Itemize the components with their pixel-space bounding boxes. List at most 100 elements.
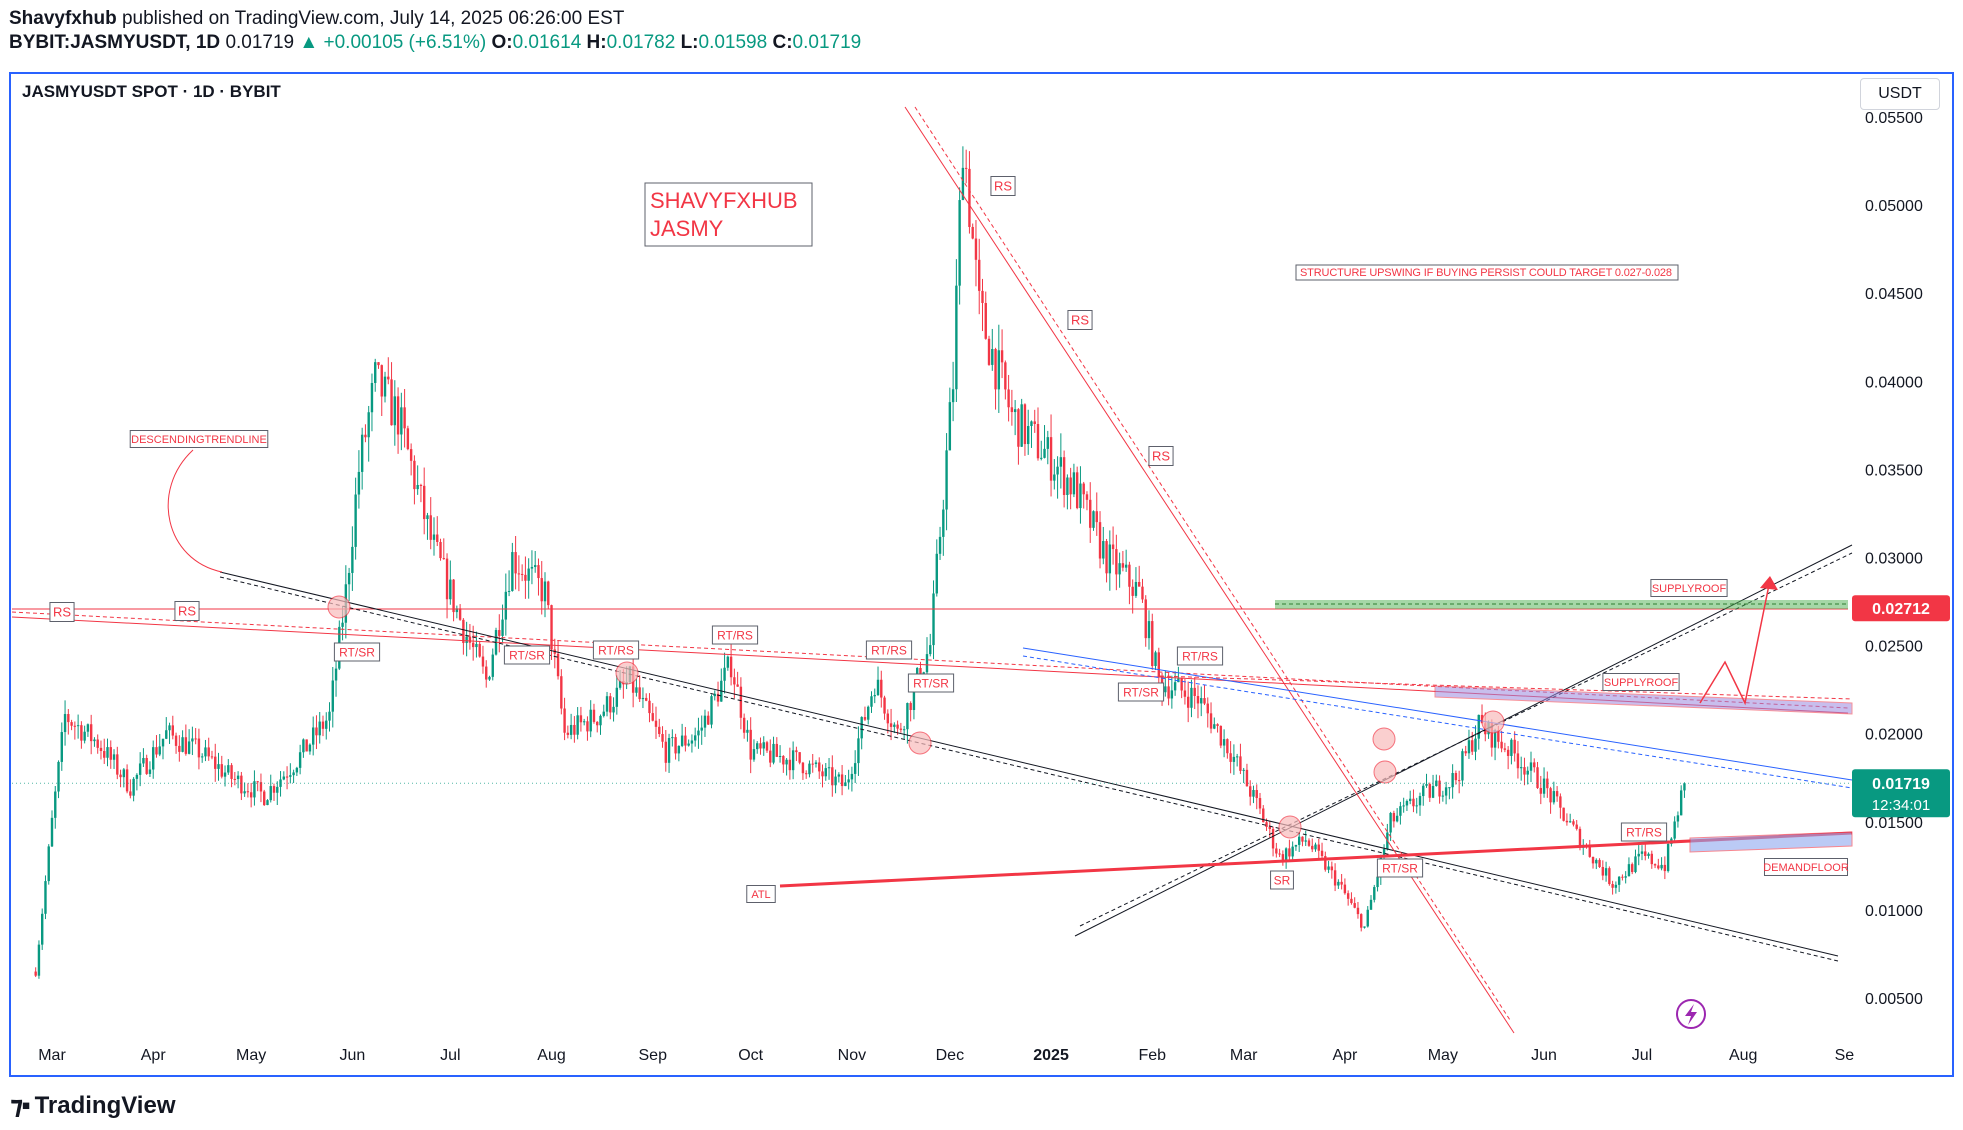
candle-body — [827, 767, 831, 769]
candle-body — [1115, 549, 1118, 575]
candle-body — [1007, 389, 1010, 408]
candle-body — [873, 695, 876, 697]
candle-body — [282, 776, 286, 780]
candle-body — [1206, 703, 1209, 714]
candle-body — [1144, 599, 1147, 639]
candle-body — [240, 775, 243, 794]
candle-body — [899, 728, 903, 730]
candle-body — [272, 786, 276, 793]
blue-trendline-dashed — [1022, 655, 1853, 789]
candle-body — [1415, 805, 1418, 807]
watermark-box — [644, 182, 813, 247]
candle-body — [1611, 884, 1614, 888]
currency-button[interactable]: USDT — [1860, 78, 1940, 110]
candle-body — [1497, 730, 1500, 742]
candle-body — [380, 365, 383, 397]
candle-body — [1343, 884, 1347, 894]
candle-body — [834, 776, 837, 786]
candle-body — [1200, 698, 1203, 704]
candle-body — [906, 703, 909, 730]
candle-body — [70, 722, 73, 726]
candle-body — [556, 653, 560, 677]
candle-body — [775, 743, 779, 757]
candle-body — [618, 680, 622, 688]
candle-body — [804, 773, 808, 775]
y-tick-label: 0.03000 — [1865, 551, 1923, 568]
rs-label-box — [990, 176, 1016, 196]
candle-body — [214, 756, 217, 769]
candle-body — [125, 769, 129, 792]
candle-body — [1405, 801, 1409, 806]
rs-label-box — [1148, 446, 1174, 466]
level-price-label-box — [1852, 595, 1950, 622]
structure-note-box — [1295, 264, 1679, 281]
candle-body — [1448, 787, 1451, 789]
candle-body — [374, 362, 377, 383]
candle-body — [311, 727, 315, 745]
candle-body — [1190, 687, 1193, 708]
candle-body — [1235, 756, 1239, 758]
candle-body — [1082, 483, 1085, 495]
candle-body — [586, 721, 589, 732]
candle-body — [1069, 477, 1072, 495]
candle-body — [876, 679, 880, 696]
supplyroof-label-2-box — [1602, 673, 1680, 691]
candle-body — [1673, 821, 1676, 839]
candle-body — [909, 703, 912, 711]
candle-body — [1141, 586, 1144, 600]
change-value: +0.00105 (+6.51%) — [323, 32, 487, 53]
candle-body — [788, 759, 792, 771]
candle-body — [1124, 564, 1128, 568]
x-tick-label: Jun — [339, 1047, 365, 1064]
candle-body — [605, 696, 609, 712]
candle-body — [896, 724, 899, 729]
candle-body — [135, 774, 139, 779]
chart-frame — [9, 72, 1954, 1077]
projection-arrow-icon — [1760, 576, 1778, 590]
y-tick-label: 0.04000 — [1865, 374, 1923, 391]
candle-body — [765, 742, 769, 751]
candle-body — [269, 786, 272, 801]
candle-body — [635, 687, 638, 693]
tradingview-logo[interactable]: ⁊▪ TradingView — [10, 1090, 176, 1121]
candle-body — [354, 494, 357, 547]
candle-body — [1601, 867, 1605, 876]
candle-body — [1147, 621, 1151, 639]
candle-body — [426, 515, 429, 520]
x-tick-label: May — [236, 1047, 266, 1064]
candle-body — [955, 285, 958, 390]
candle-body — [840, 774, 844, 787]
candle-body — [142, 757, 145, 764]
candle-body — [1614, 884, 1618, 888]
candle-body — [1193, 687, 1196, 696]
close-label: C: — [772, 32, 793, 53]
x-tick-label: Feb — [1138, 1047, 1166, 1064]
candle-body — [246, 791, 250, 793]
candle-body — [80, 725, 83, 741]
candle-body — [396, 396, 400, 435]
candle-body — [654, 720, 658, 727]
candle-body — [1644, 851, 1647, 856]
candle-body — [1164, 686, 1167, 693]
candle-body — [1278, 853, 1281, 855]
candle-body — [1617, 876, 1621, 885]
candle-body — [1451, 773, 1454, 788]
candle-body — [367, 412, 370, 438]
candle-body — [726, 656, 730, 668]
touch-marker — [908, 731, 932, 755]
open-value: 0.01614 — [512, 32, 582, 53]
candle-body — [680, 735, 684, 746]
candle-body — [1000, 350, 1004, 363]
rs-label-box — [174, 601, 200, 621]
candle-body — [266, 800, 269, 806]
candle-body — [455, 608, 459, 613]
candle-body — [1549, 788, 1552, 803]
candle-body — [488, 676, 491, 680]
candle-body — [987, 338, 991, 365]
candle-body — [791, 750, 795, 771]
candle-body — [951, 389, 955, 403]
candle-body — [197, 738, 201, 758]
candle-body — [520, 573, 524, 575]
x-tick-label: Oct — [738, 1047, 763, 1064]
